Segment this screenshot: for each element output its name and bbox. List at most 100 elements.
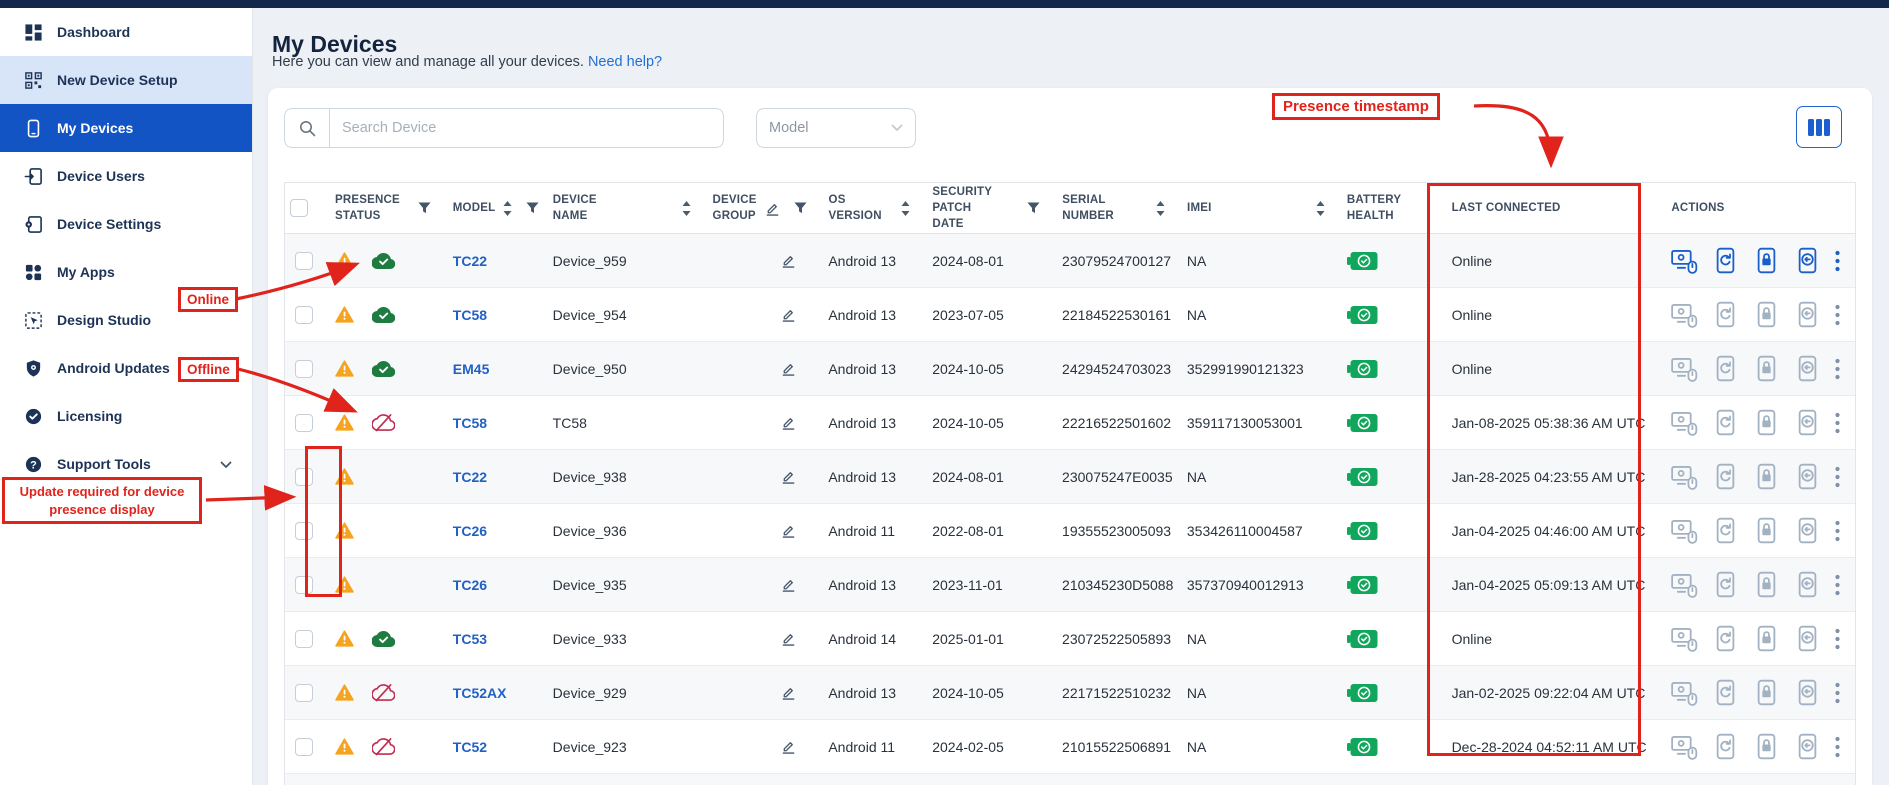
lock-action-icon[interactable]: [1753, 463, 1780, 490]
need-help-link[interactable]: Need help?: [587, 54, 663, 70]
filter-icon[interactable]: [1027, 201, 1040, 215]
column-header-imei[interactable]: IMEI: [1175, 183, 1335, 233]
model-link[interactable]: TC26: [452, 522, 488, 539]
remote-view-action-icon[interactable]: [1671, 679, 1698, 706]
sort-icon[interactable]: [901, 200, 910, 216]
model-link[interactable]: TC52AX: [452, 684, 507, 701]
sort-icon[interactable]: [682, 200, 691, 216]
reboot-action-icon[interactable]: [1712, 463, 1739, 490]
lock-action-icon[interactable]: [1753, 517, 1780, 544]
model-link[interactable]: EM45: [452, 360, 490, 377]
lock-action-icon[interactable]: [1753, 571, 1780, 598]
message-action-icon[interactable]: [1794, 409, 1821, 436]
reboot-action-icon[interactable]: [1712, 679, 1739, 706]
sidebar-item-device-users[interactable]: Device Users: [0, 152, 252, 200]
column-header-group[interactable]: DEVICE GROUP: [701, 183, 817, 233]
remote-view-action-icon[interactable]: [1671, 247, 1698, 274]
message-action-icon[interactable]: [1794, 625, 1821, 652]
row-menu-icon[interactable]: [1835, 466, 1840, 488]
message-action-icon[interactable]: [1794, 301, 1821, 328]
column-header-model[interactable]: MODEL: [441, 183, 541, 233]
model-link[interactable]: TC58: [452, 414, 488, 431]
message-action-icon[interactable]: [1794, 517, 1821, 544]
message-action-icon[interactable]: [1794, 463, 1821, 490]
row-checkbox[interactable]: [294, 575, 313, 594]
sidebar-item-support-tools[interactable]: ? Support Tools: [0, 440, 252, 488]
column-header-serial[interactable]: SERIAL NUMBER: [1050, 183, 1175, 233]
row-menu-icon[interactable]: [1835, 736, 1840, 758]
remote-view-action-icon[interactable]: [1671, 463, 1698, 490]
edit-group-icon[interactable]: [781, 631, 796, 646]
lock-action-icon[interactable]: [1753, 247, 1780, 274]
edit-group-icon[interactable]: [781, 739, 796, 754]
message-action-icon[interactable]: [1794, 571, 1821, 598]
lock-action-icon[interactable]: [1753, 679, 1780, 706]
sort-icon[interactable]: [503, 200, 512, 216]
remote-view-action-icon[interactable]: [1671, 409, 1698, 436]
model-filter-select[interactable]: Model: [756, 108, 916, 148]
reboot-action-icon[interactable]: [1712, 247, 1739, 274]
sort-icon[interactable]: [1316, 200, 1325, 216]
row-menu-icon[interactable]: [1835, 520, 1840, 542]
remote-view-action-icon[interactable]: [1671, 355, 1698, 382]
edit-group-icon[interactable]: [781, 577, 796, 592]
message-action-icon[interactable]: [1794, 355, 1821, 382]
sidebar-item-new-device-setup[interactable]: New Device Setup: [0, 56, 252, 104]
sidebar-item-licensing[interactable]: Licensing: [0, 392, 252, 440]
row-menu-icon[interactable]: [1835, 250, 1840, 272]
edit-group-icon[interactable]: [781, 253, 796, 268]
row-checkbox[interactable]: [294, 251, 313, 270]
model-link[interactable]: TC53: [452, 630, 488, 647]
row-checkbox[interactable]: [294, 467, 313, 486]
sidebar-item-my-devices[interactable]: My Devices: [0, 104, 252, 152]
reboot-action-icon[interactable]: [1712, 733, 1739, 760]
lock-action-icon[interactable]: [1753, 355, 1780, 382]
row-menu-icon[interactable]: [1835, 304, 1840, 326]
reboot-action-icon[interactable]: [1712, 517, 1739, 544]
edit-group-icon[interactable]: [781, 361, 796, 376]
remote-view-action-icon[interactable]: [1671, 571, 1698, 598]
sidebar-item-my-apps[interactable]: My Apps: [0, 248, 252, 296]
row-checkbox[interactable]: [294, 683, 313, 702]
lock-action-icon[interactable]: [1753, 625, 1780, 652]
remote-view-action-icon[interactable]: [1671, 733, 1698, 760]
sort-icon[interactable]: [1156, 200, 1165, 216]
lock-action-icon[interactable]: [1753, 733, 1780, 760]
search-input[interactable]: [330, 120, 723, 136]
remote-view-action-icon[interactable]: [1671, 625, 1698, 652]
remote-view-action-icon[interactable]: [1671, 301, 1698, 328]
reboot-action-icon[interactable]: [1712, 301, 1739, 328]
row-menu-icon[interactable]: [1835, 574, 1840, 596]
filter-icon[interactable]: [526, 201, 539, 215]
column-header-patch[interactable]: SECURITY PATCH DATE: [920, 183, 1050, 233]
row-menu-icon[interactable]: [1835, 628, 1840, 650]
sidebar-item-dashboard[interactable]: Dashboard: [0, 8, 252, 56]
row-checkbox[interactable]: [294, 359, 313, 378]
remote-view-action-icon[interactable]: [1671, 517, 1698, 544]
model-link[interactable]: TC22: [452, 252, 488, 269]
reboot-action-icon[interactable]: [1712, 571, 1739, 598]
column-header-presence[interactable]: PRESENCE STATUS: [323, 183, 441, 233]
edit-group-icon[interactable]: [781, 685, 796, 700]
message-action-icon[interactable]: [1794, 247, 1821, 274]
row-checkbox[interactable]: [294, 413, 313, 432]
edit-group-icon[interactable]: [781, 307, 796, 322]
row-checkbox[interactable]: [294, 737, 313, 756]
reboot-action-icon[interactable]: [1712, 409, 1739, 436]
row-checkbox[interactable]: [294, 305, 313, 324]
row-menu-icon[interactable]: [1835, 358, 1840, 380]
reboot-action-icon[interactable]: [1712, 625, 1739, 652]
lock-action-icon[interactable]: [1753, 301, 1780, 328]
sidebar-item-device-settings[interactable]: Device Settings: [0, 200, 252, 248]
sidebar-item-android-updates[interactable]: Android Updates: [0, 344, 252, 392]
row-menu-icon[interactable]: [1835, 412, 1840, 434]
select-all-checkbox[interactable]: [289, 199, 308, 217]
column-settings-button[interactable]: [1796, 106, 1842, 148]
message-action-icon[interactable]: [1794, 679, 1821, 706]
model-link[interactable]: TC58: [452, 306, 488, 323]
edit-column-icon[interactable]: [765, 201, 780, 216]
edit-group-icon[interactable]: [781, 415, 796, 430]
message-action-icon[interactable]: [1794, 733, 1821, 760]
filter-icon[interactable]: [794, 201, 807, 215]
lock-action-icon[interactable]: [1753, 409, 1780, 436]
